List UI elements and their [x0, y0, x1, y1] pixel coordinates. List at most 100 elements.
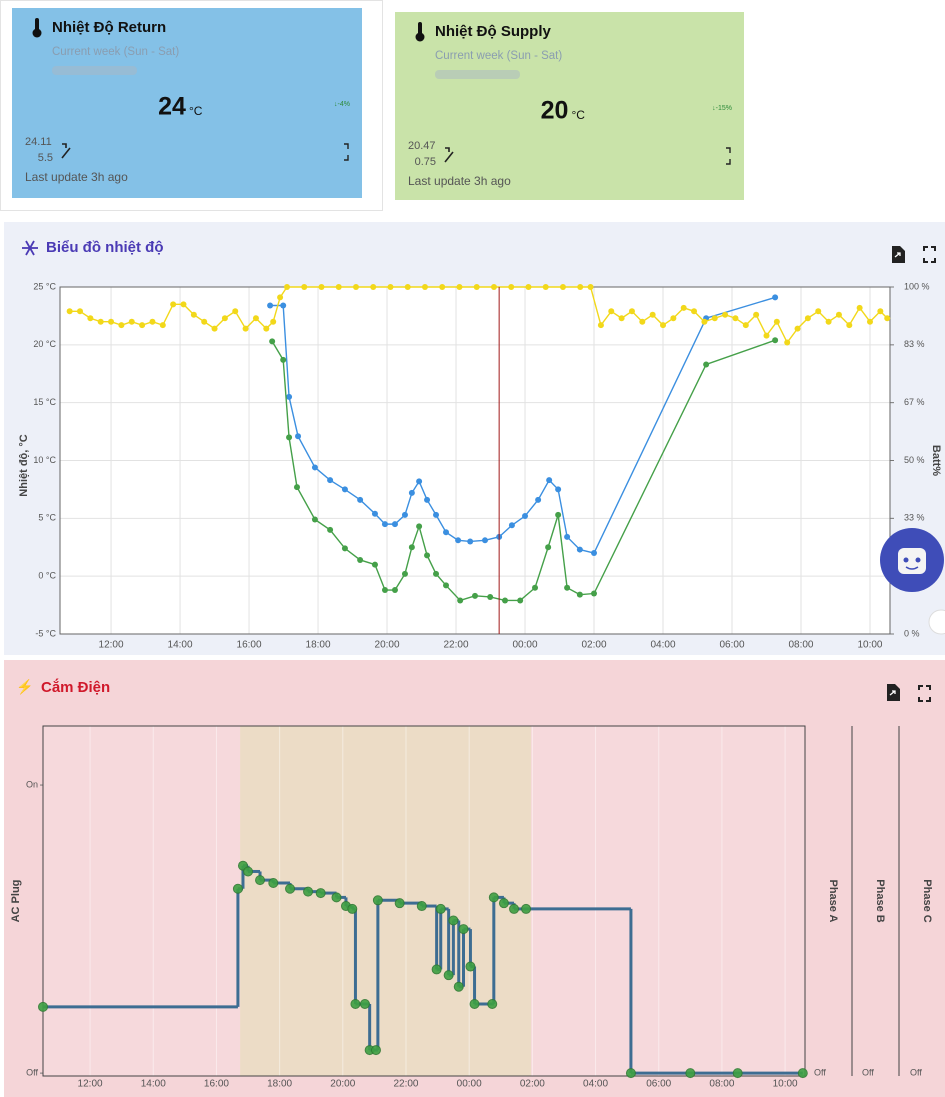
- data-point: [472, 592, 478, 599]
- data-point: [424, 496, 431, 503]
- data-point: [517, 597, 524, 604]
- data-point: [269, 338, 276, 345]
- data-point: [587, 284, 594, 290]
- x-tick-label: 02:00: [520, 1079, 545, 1090]
- data-point: [370, 1045, 381, 1056]
- data-point: [482, 537, 489, 544]
- data-point: [753, 311, 760, 318]
- data-point: [439, 284, 446, 290]
- y-axis-label: AC Plug: [10, 880, 22, 923]
- data-point: [38, 1001, 48, 1012]
- y2-tick-label: 67 %: [904, 397, 925, 407]
- export-button[interactable]: [892, 246, 905, 263]
- bracket-icon: [344, 143, 349, 161]
- card-frame: [0, 0, 383, 211]
- data-point: [315, 888, 326, 899]
- data-point: [66, 308, 73, 315]
- data-point: [490, 284, 497, 290]
- fullscreen-button[interactable]: [923, 246, 936, 263]
- data-point: [577, 284, 584, 290]
- data-point: [835, 311, 842, 318]
- stat-card: Nhiệt Độ Return Current week (Sun - Sat) 2…: [12, 8, 362, 198]
- data-point: [591, 590, 598, 597]
- data-point: [295, 433, 302, 440]
- data-point: [502, 597, 509, 604]
- data-point: [352, 284, 359, 290]
- y-tick-label: 10 °C: [33, 455, 56, 465]
- data-point: [301, 284, 308, 290]
- data-point: [201, 318, 208, 325]
- card-updated: Last update 3h ago: [25, 170, 128, 184]
- data-point: [498, 898, 509, 909]
- data-point: [387, 284, 394, 290]
- card-unit: °C: [189, 104, 203, 118]
- sparkline-icon: [444, 147, 454, 163]
- data-point: [794, 325, 801, 332]
- data-point: [555, 486, 562, 493]
- data-point: [318, 284, 325, 290]
- data-point: [576, 591, 583, 598]
- content: Nhiệt Độ Return Current week (Sun - Sat) 2…: [10, 8, 942, 1090]
- side-button[interactable]: [928, 609, 945, 635]
- data-point: [525, 284, 532, 290]
- data-point: [341, 486, 348, 493]
- data-point: [350, 998, 361, 1009]
- plug-icon: ⚡: [16, 679, 33, 696]
- data-point: [618, 315, 625, 322]
- data-point: [170, 301, 177, 308]
- data-point: [546, 477, 553, 484]
- data-point: [433, 570, 440, 577]
- card-max: 24.11: [25, 136, 52, 148]
- y-axis-label: Nhiệt độ, °C: [18, 434, 30, 497]
- x-tick-label: 04:00: [583, 1079, 608, 1090]
- data-point: [232, 308, 239, 315]
- side-axis-tick: Off: [862, 1067, 874, 1077]
- data-point: [542, 284, 549, 290]
- data-point: [564, 584, 571, 591]
- data-point: [149, 318, 156, 325]
- data-point: [431, 964, 442, 975]
- data-point: [732, 315, 739, 322]
- data-point: [424, 552, 431, 559]
- series-line: [271, 339, 776, 602]
- data-point: [370, 284, 377, 290]
- data-point: [97, 318, 104, 325]
- data-point: [347, 903, 358, 914]
- data-point: [856, 304, 863, 311]
- x-tick-label: 12:00: [78, 1079, 103, 1090]
- panel-title: Biểu đồ nhiệt độ: [46, 239, 164, 256]
- data-point: [455, 537, 462, 544]
- x-tick-label: 00:00: [513, 640, 538, 651]
- y2-tick-label: 83 %: [904, 339, 925, 349]
- data-point: [335, 284, 342, 290]
- data-point: [732, 1068, 743, 1079]
- data-point: [703, 361, 710, 368]
- export-button[interactable]: [887, 684, 900, 701]
- data-point: [341, 545, 348, 552]
- card-change: ↓-4%: [334, 101, 350, 108]
- y-tick-label: 5 °C: [38, 513, 56, 523]
- card-max: 20.47: [408, 140, 436, 152]
- x-tick-label: 20:00: [375, 640, 400, 651]
- side-axis-label: Phase C: [921, 879, 933, 922]
- x-tick-label: 22:00: [393, 1079, 418, 1090]
- side-axis-label: Phase A: [827, 879, 839, 922]
- thermometer-icon: [418, 22, 422, 36]
- data-point: [487, 593, 494, 600]
- y2-tick-label: 50 %: [904, 455, 925, 465]
- data-point: [263, 325, 270, 332]
- data-point: [283, 284, 290, 290]
- data-point: [469, 998, 480, 1009]
- data-point: [488, 892, 499, 903]
- data-point: [443, 529, 450, 536]
- data-point: [159, 322, 166, 329]
- assistant-button[interactable]: [880, 528, 944, 592]
- data-point: [232, 883, 243, 894]
- data-point: [243, 866, 254, 877]
- fullscreen-button[interactable]: [918, 685, 931, 702]
- data-point: [270, 318, 277, 325]
- data-point: [443, 582, 450, 589]
- data-point: [691, 308, 698, 315]
- data-point: [535, 496, 542, 503]
